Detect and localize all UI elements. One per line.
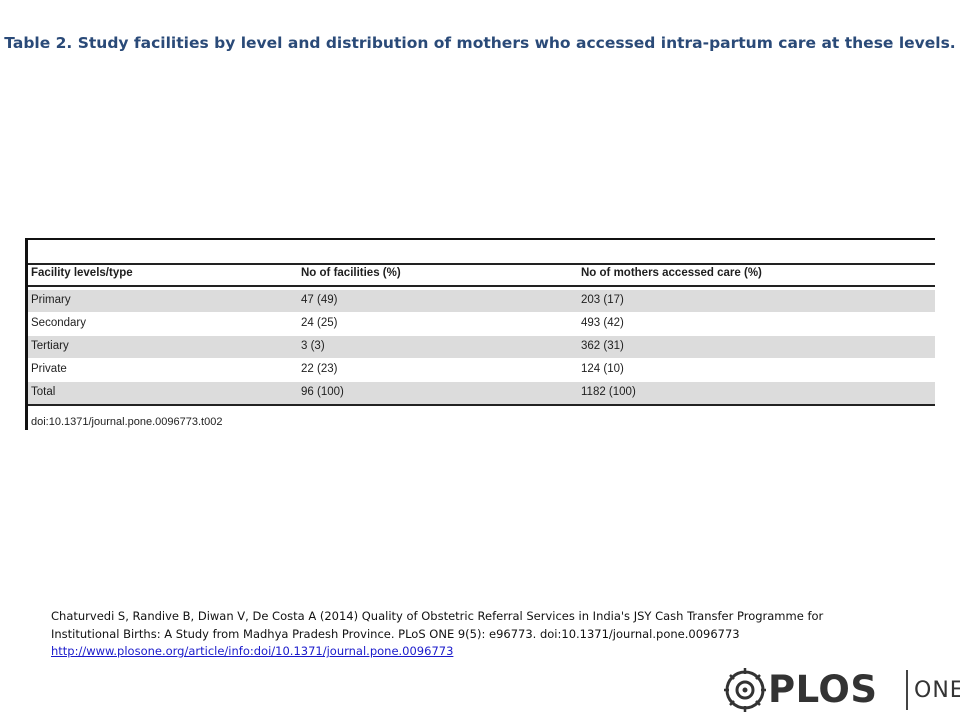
cell-facility-level: Total — [31, 386, 56, 398]
citation-line-1: Chaturvedi S, Randive B, Diwan V, De Cos… — [51, 609, 824, 623]
citation-link[interactable]: http://www.plosone.org/article/info:doi/… — [51, 644, 454, 658]
citation-line-2: Institutional Births: A Study from Madhy… — [51, 626, 740, 641]
logo-one-text: ONE — [914, 678, 960, 703]
cell-no-facilities: 47 (49) — [301, 294, 338, 306]
header-no-facilities: No of facilities (%) — [301, 267, 401, 279]
table-row: Tertiary 3 (3) 362 (31) — [28, 336, 935, 358]
cell-no-mothers: 362 (31) — [581, 340, 624, 352]
table-row: Primary 47 (49) 203 (17) — [28, 290, 935, 312]
cell-no-facilities: 22 (23) — [301, 363, 338, 375]
cell-no-facilities: 96 (100) — [301, 386, 344, 398]
plos-logo-icon — [724, 668, 766, 712]
cell-facility-level: Primary — [31, 294, 71, 306]
cell-no-mothers: 1182 (100) — [581, 386, 636, 398]
table-row: Secondary 24 (25) 493 (42) — [28, 313, 935, 335]
cell-facility-level: Private — [31, 363, 67, 375]
plos-one-logo: PLOS ONE — [724, 666, 960, 714]
data-table: Facility levels/type No of facilities (%… — [25, 238, 935, 430]
table-top-rule — [28, 238, 935, 240]
table-row: Private 22 (23) 124 (10) — [28, 359, 935, 381]
logo-plos-text: PLOS — [768, 668, 878, 711]
table-row: Total 96 (100) 1182 (100) — [28, 382, 935, 406]
header-no-mothers: No of mothers accessed care (%) — [581, 267, 762, 279]
table-doi: doi:10.1371/journal.pone.0096773.t002 — [31, 416, 223, 428]
cell-facility-level: Tertiary — [31, 340, 69, 352]
cell-no-facilities: 3 (3) — [301, 340, 325, 352]
table-left-border — [25, 238, 28, 430]
header-facility-level: Facility levels/type — [31, 267, 133, 279]
slide-title: Table 2. Study facilities by level and d… — [4, 34, 956, 52]
cell-no-facilities: 24 (25) — [301, 317, 338, 329]
cell-no-mothers: 124 (10) — [581, 363, 624, 375]
table-header-row: Facility levels/type No of facilities (%… — [28, 263, 935, 287]
citation: Chaturvedi S, Randive B, Diwan V, De Cos… — [51, 608, 901, 661]
logo-divider — [906, 670, 908, 710]
cell-no-mothers: 493 (42) — [581, 317, 624, 329]
cell-facility-level: Secondary — [31, 317, 86, 329]
cell-no-mothers: 203 (17) — [581, 294, 624, 306]
